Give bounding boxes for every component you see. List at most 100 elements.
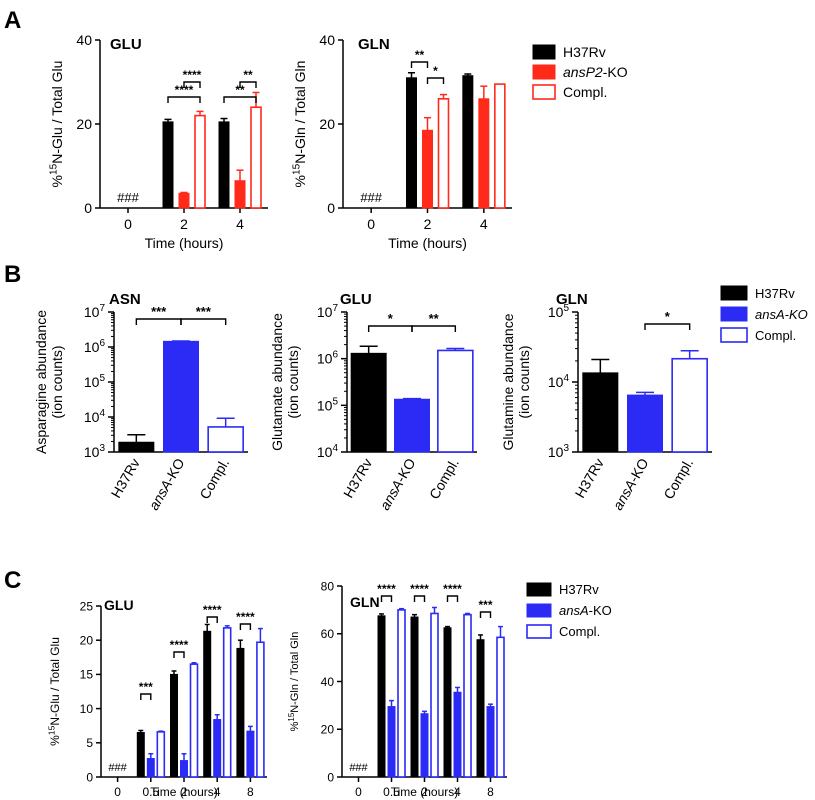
significance-label: **	[415, 48, 425, 62]
x-tick-label: ansA-KO	[376, 455, 418, 512]
x-tick-label: Compl.	[660, 456, 696, 502]
bar	[394, 398, 430, 453]
legend-label: Compl.	[563, 84, 607, 100]
bar	[478, 98, 490, 209]
x-tick-label: ansA-KO	[609, 455, 651, 512]
bar	[462, 75, 474, 209]
bar	[410, 616, 419, 778]
legend-swatch	[532, 84, 556, 100]
bar	[180, 760, 188, 778]
bar	[246, 730, 255, 778]
bar	[250, 106, 262, 209]
bar	[136, 732, 145, 778]
y-tick-label: 106	[317, 350, 339, 367]
bar	[162, 121, 174, 209]
chart-title: GLN	[350, 594, 380, 610]
chart-title: GLU	[340, 291, 372, 308]
ylabel-superscript: 15	[49, 163, 60, 175]
legend-label: H37Rv	[755, 286, 795, 301]
y-tick-label: 15	[80, 668, 94, 682]
bar	[163, 340, 199, 453]
ylabel-percent: %	[289, 721, 301, 731]
x-tick-label: 8	[247, 785, 254, 799]
panel-label-C: C	[4, 567, 21, 594]
significance-label: ****	[203, 603, 222, 617]
significance-label: ****	[410, 582, 429, 596]
significance-label: ***	[196, 304, 212, 319]
bar	[430, 612, 439, 778]
x-tick-label: 0	[124, 216, 132, 232]
bar	[256, 641, 265, 778]
y-tick-label: 5	[86, 736, 93, 750]
y-tick-label: 0	[84, 200, 92, 216]
significance-bracket	[479, 611, 492, 618]
ylabel-percent: %	[292, 175, 308, 187]
bar	[207, 426, 244, 453]
y-tick-label: 20	[319, 116, 335, 132]
legend-swatch	[720, 285, 748, 301]
missing-data-label: ###	[349, 762, 368, 774]
significance-bracket	[426, 77, 445, 84]
bar	[203, 630, 212, 778]
significance-bracket	[167, 96, 201, 103]
x-tick-label: ansA-KO	[145, 455, 187, 512]
x-tick-label: 0.5	[142, 785, 159, 799]
panel-label-B: B	[4, 261, 21, 288]
significance-label: ****	[175, 83, 194, 97]
x-axis-label: Time (hours)	[391, 785, 459, 799]
bar	[486, 706, 495, 778]
legend-label: ansA-KO	[559, 603, 612, 618]
significance-label: ****	[236, 610, 255, 624]
significance-bracket	[413, 595, 426, 602]
y-tick-label: 104	[84, 408, 106, 425]
significance-label: *	[388, 311, 394, 326]
y-tick-label: 20	[80, 634, 94, 648]
legend-label: Compl.	[755, 328, 796, 343]
x-tick-label: 0.5	[383, 785, 400, 799]
y-tick-label: 80	[321, 579, 335, 593]
x-tick-label: H37Rv	[572, 456, 607, 501]
y-tick-label: 104	[548, 373, 570, 390]
y-tick-label: 103	[84, 443, 106, 460]
x-tick-label: 4	[454, 785, 461, 799]
significance-bracket	[410, 61, 429, 68]
bar	[397, 609, 406, 778]
x-tick-label: Compl.	[196, 456, 232, 502]
y-tick-label: 0	[327, 770, 334, 784]
significance-label: **	[243, 68, 253, 82]
x-tick-label: 4	[214, 785, 221, 799]
significance-bracket	[140, 693, 152, 700]
y-tick-label: 104	[317, 443, 339, 460]
bar	[582, 372, 619, 453]
y-tick-label: 107	[317, 303, 339, 320]
bar	[377, 615, 386, 778]
y-tick-label: 40	[76, 32, 92, 48]
y-axis-label: Glutamine abundance(ion counts)	[500, 313, 532, 450]
x-tick-label: 8	[487, 785, 494, 799]
chart-title: ASN	[109, 291, 141, 308]
y-axis-label: Asparagine abundance(ion counts)	[33, 310, 65, 454]
x-tick-label: 2	[180, 216, 188, 232]
legend-label: H37Rv	[563, 44, 606, 60]
significance-bracket	[446, 595, 459, 602]
bar	[671, 357, 708, 453]
x-tick-label: 0	[114, 785, 121, 799]
y-axis-label: %15N-Gln / Total Gln	[292, 61, 308, 188]
bar	[422, 129, 433, 209]
significance-bracket	[367, 325, 413, 332]
bar	[494, 83, 506, 209]
x-tick-label: Compl.	[426, 456, 462, 502]
significance-bracket	[239, 623, 252, 630]
legend-swatch	[526, 624, 552, 639]
significance-label: ***	[478, 598, 492, 612]
ylabel-text: N-Gln / Total Gln	[289, 632, 301, 713]
bar	[189, 663, 199, 778]
significance-bracket	[183, 81, 201, 88]
chart-title: GLU	[110, 36, 142, 53]
ylabel-percent: %	[48, 735, 62, 746]
legend-swatch	[526, 603, 552, 618]
significance-bracket	[380, 595, 393, 602]
y-tick-label: 105	[548, 303, 570, 320]
ylabel-percent: %	[49, 175, 65, 187]
